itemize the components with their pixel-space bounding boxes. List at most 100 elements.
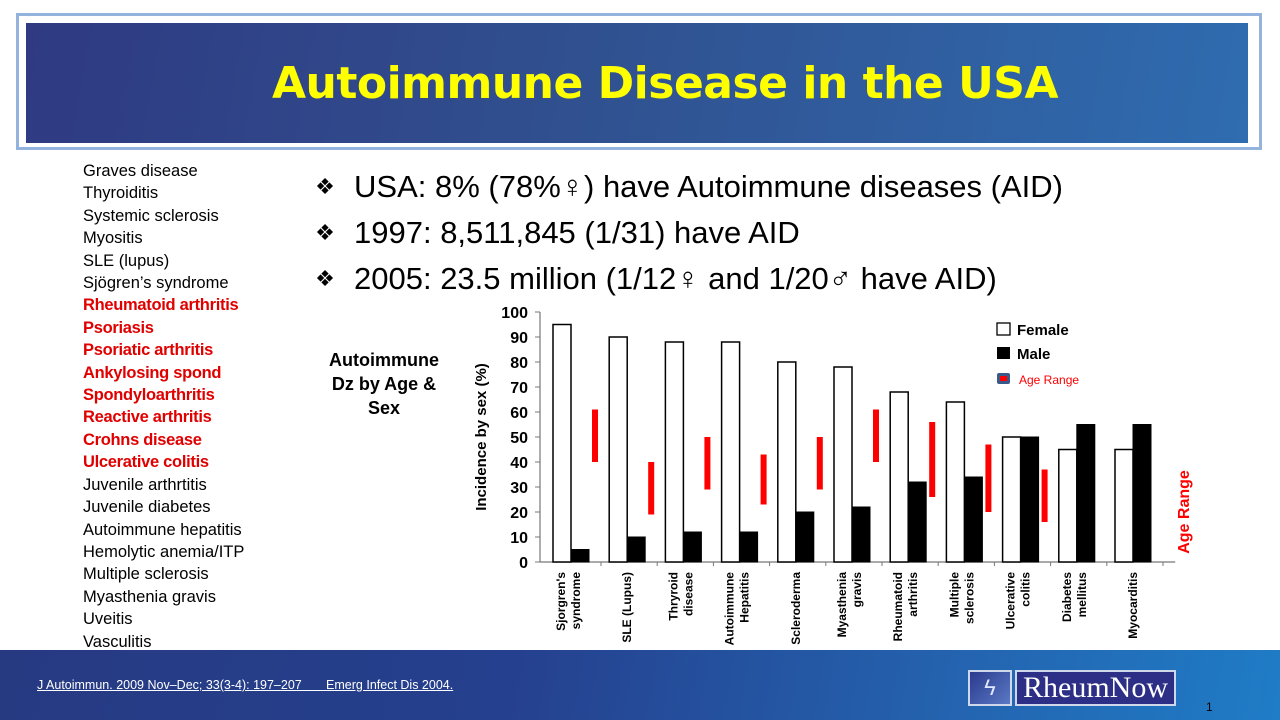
bar-male <box>795 511 815 563</box>
legend-age-range-label: Age Range <box>1019 373 1079 387</box>
disease-list-item: Graves disease <box>83 162 198 180</box>
disease-list-item: Thyroiditis <box>83 184 159 203</box>
y-tick-label: 30 <box>510 480 528 497</box>
diamond-bullet-icon: ❖ <box>315 220 335 245</box>
x-category-label: Myasthenia <box>835 572 849 638</box>
bullet-text: 1997: 8,511,845 (1/31) have AID <box>354 215 800 250</box>
disease-list: Graves disease Thyroiditis Systemic sclero… <box>83 160 244 653</box>
bar-male <box>851 506 871 563</box>
rheumnow-logo: ϟ RheumNow <box>968 670 1176 706</box>
y-tick-label: 10 <box>510 530 528 547</box>
bar-chart: 0 10 20 30 40 50 60 70 80 90 100 Incidence by sex (… <box>473 305 1193 646</box>
x-category-label: Myocarditis <box>1126 572 1140 639</box>
legend-male-label: Male <box>1017 346 1050 363</box>
x-category-label: SLE (Lupus) <box>620 572 634 643</box>
x-category-label: sclerosis <box>962 572 976 624</box>
bullet-list: ❖ USA: 8% (78%♀) have Autoimmune diseases… <box>312 164 1063 302</box>
bar-female <box>720 341 741 563</box>
slide-title: Autoimmune Disease in the USA <box>271 58 1059 109</box>
disease-list-item: Juvenile diabetes <box>83 498 211 517</box>
y-tick-label: 80 <box>510 355 528 372</box>
disease-list-item: SLE (lupus) <box>83 251 170 270</box>
x-category-label: gravis <box>850 572 864 608</box>
age-range-bar <box>760 454 767 505</box>
bar-male <box>1132 424 1152 563</box>
bar-male <box>1020 436 1040 563</box>
disease-list-item: Rheumatoid arthritis <box>83 296 239 315</box>
bar-male <box>907 481 927 563</box>
bar-male <box>1076 424 1096 563</box>
age-range-bar <box>704 437 711 490</box>
y-tick-label: 100 <box>501 305 528 322</box>
age-range-bar <box>1041 469 1048 522</box>
x-category-label: Rheumatoid <box>891 572 905 641</box>
disease-list-item: Multiple sclerosis <box>83 565 209 584</box>
bar-female <box>833 366 853 563</box>
chart-caption-line: Autoimmune <box>329 350 439 370</box>
disease-list-item: Hemolytic anemia/ITP <box>83 542 245 561</box>
bar-female <box>777 361 797 563</box>
bar-male <box>626 536 646 563</box>
citation-link[interactable]: J Autoimmun. 2009 Nov–Dec; 33(3-4): 197–… <box>37 678 454 692</box>
bullet-item: ❖ 2005: 23.5 million (1/12♀ and 1/20♂ hav… <box>312 256 1063 302</box>
disease-list-item: Reactive arthritis <box>83 408 212 427</box>
age-range-bar <box>648 462 655 515</box>
disease-list-item: Crohns disease <box>83 430 202 449</box>
bar-female <box>1001 436 1022 563</box>
bar-female <box>608 336 628 563</box>
bullet-item: ❖ 1997: 8,511,845 (1/31) have AID <box>312 210 1063 256</box>
y-tick-label: 70 <box>510 380 528 397</box>
chart-caption-line: Sex <box>367 398 401 418</box>
chart-caption-line: Dz by Age & <box>331 374 437 394</box>
y-tick-label: 40 <box>510 455 528 472</box>
disease-list-item: Vasculitis <box>83 632 152 651</box>
age-range-bar <box>816 437 823 490</box>
x-category-label: Multiple <box>947 572 961 618</box>
bullet-text: USA: 8% (78%♀) have Autoimmune diseases … <box>354 169 1063 204</box>
legend-female-swatch <box>996 322 1011 336</box>
bar-female <box>552 323 572 563</box>
x-category-label: Hepatitis <box>738 572 752 623</box>
disease-list-item: Autoimmune hepatitis <box>83 520 242 539</box>
title-banner <box>26 23 1248 143</box>
bar-male <box>739 531 759 563</box>
x-category-label: syndrome <box>569 572 583 630</box>
page-number: 1 <box>1206 700 1213 714</box>
x-category-label: Thryroid <box>666 572 680 621</box>
disease-list-item: Ulcerative colitis <box>83 453 209 472</box>
disease-list-item: Uveitis <box>83 610 133 629</box>
bar-female <box>889 391 909 563</box>
disease-list-item: Ankylosing spond <box>83 363 222 382</box>
bar-male <box>570 549 590 563</box>
disease-list-item: Myasthenia gravis <box>83 587 216 606</box>
x-category-label: Diabetes <box>1060 572 1074 622</box>
disease-list-item: Juvenile arthrtitis <box>83 475 207 494</box>
diamond-bullet-icon: ❖ <box>315 266 335 291</box>
y-tick-label: 90 <box>510 330 528 347</box>
y-tick-label: 0 <box>519 555 528 572</box>
y-tick-label: 50 <box>510 430 528 447</box>
x-category-label: disease <box>681 572 695 616</box>
disease-list-item: Systemic sclerosis <box>83 206 219 225</box>
chart-caption: Autoimmune Dz by Age & Sex <box>304 348 464 420</box>
x-category-label: colitis <box>1019 572 1033 607</box>
x-category-label: mellitus <box>1075 572 1089 618</box>
x-category-label: Autoimmune <box>723 572 737 646</box>
y-tick-label: 60 <box>510 405 528 422</box>
age-range-bar <box>592 409 598 462</box>
x-category-label: Scleroderma <box>789 572 803 645</box>
y-tick-label: 20 <box>510 505 528 522</box>
legend-male-swatch <box>997 347 1010 359</box>
bar-male <box>682 531 702 563</box>
legend-female-label: Female <box>1017 322 1069 339</box>
bar-male <box>963 476 983 563</box>
x-category-label: Sjorgren's <box>554 572 568 631</box>
age-range-bar <box>873 409 879 462</box>
disease-list-item: Myositis <box>83 229 143 248</box>
y-axis-label: Incidence by sex (%) <box>473 363 490 511</box>
bullet-text: 2005: 23.5 million (1/12♀ and 1/20♂ have… <box>354 261 997 296</box>
age-range-bar <box>985 444 992 512</box>
bar-female <box>1114 448 1134 563</box>
bar-female <box>664 341 685 563</box>
logo-wordmark: RheumNow <box>1015 670 1176 706</box>
